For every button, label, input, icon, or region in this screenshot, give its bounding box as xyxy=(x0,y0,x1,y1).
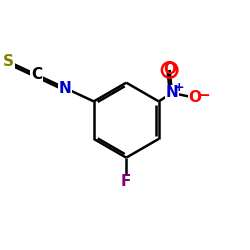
Text: O: O xyxy=(188,90,202,105)
Text: C: C xyxy=(31,67,42,82)
Text: F: F xyxy=(121,174,132,189)
Text: O: O xyxy=(163,62,176,78)
Text: S: S xyxy=(3,54,14,69)
Text: N: N xyxy=(166,86,178,100)
Text: +: + xyxy=(174,81,184,94)
Text: −: − xyxy=(198,88,210,103)
Text: N: N xyxy=(59,80,72,96)
